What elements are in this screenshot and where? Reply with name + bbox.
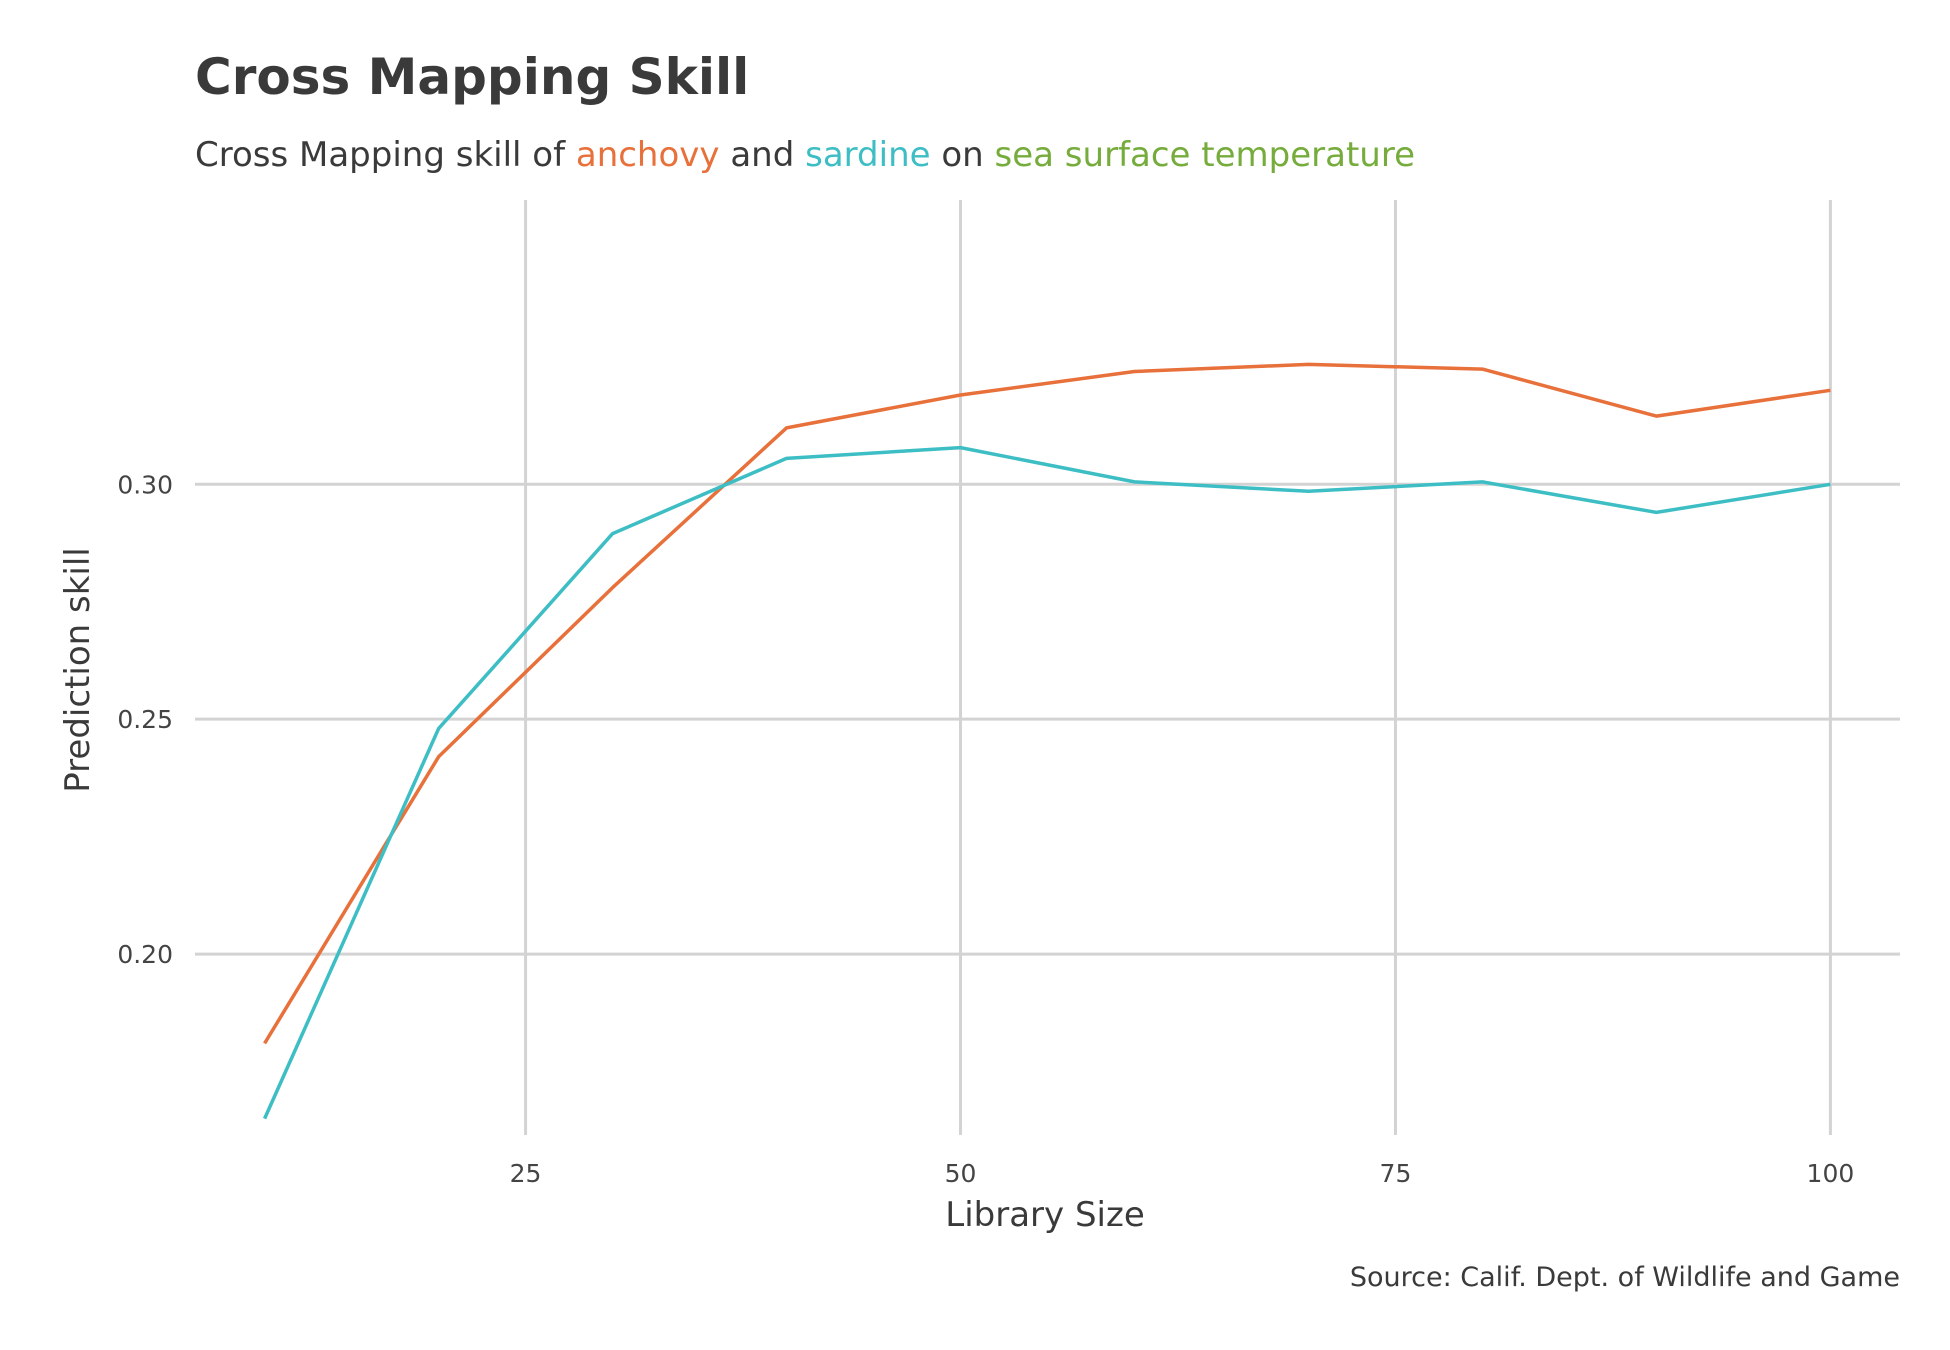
x-tick-label: 25 (510, 1159, 542, 1188)
subtitle-prefix: Cross Mapping skill of (195, 135, 576, 175)
series-line-sardine (263, 445, 1831, 1120)
series-line-anchovy (263, 362, 1831, 1045)
y-axis-label: Prediction skill (58, 547, 98, 793)
chart-subtitle: Cross Mapping skill of anchovy and sardi… (195, 135, 1415, 175)
tick-labels: 0.20 0.25 0.30 25 50 75 100 (117, 470, 1854, 1188)
x-tick-label: 100 (1807, 1159, 1855, 1188)
y-tick-label: 0.30 (117, 470, 173, 499)
x-tick-label: 50 (945, 1159, 977, 1188)
series-lines (263, 362, 1831, 1120)
subtitle-sst: sea surface temperature (994, 135, 1415, 175)
gridlines (195, 200, 1900, 1135)
x-tick-label: 75 (1380, 1159, 1412, 1188)
y-tick-label: 0.25 (117, 705, 173, 734)
chart-title: Cross Mapping Skill (195, 48, 750, 106)
source-caption: Source: Calif. Dept. of Wildlife and Gam… (1349, 1262, 1900, 1293)
subtitle-anchovy: anchovy (575, 135, 720, 175)
y-tick-label: 0.20 (117, 940, 173, 969)
subtitle-sardine: sardine (805, 135, 931, 175)
subtitle-on: on (930, 135, 995, 175)
subtitle-and: and (719, 135, 806, 175)
x-axis-label: Library Size (945, 1195, 1145, 1235)
